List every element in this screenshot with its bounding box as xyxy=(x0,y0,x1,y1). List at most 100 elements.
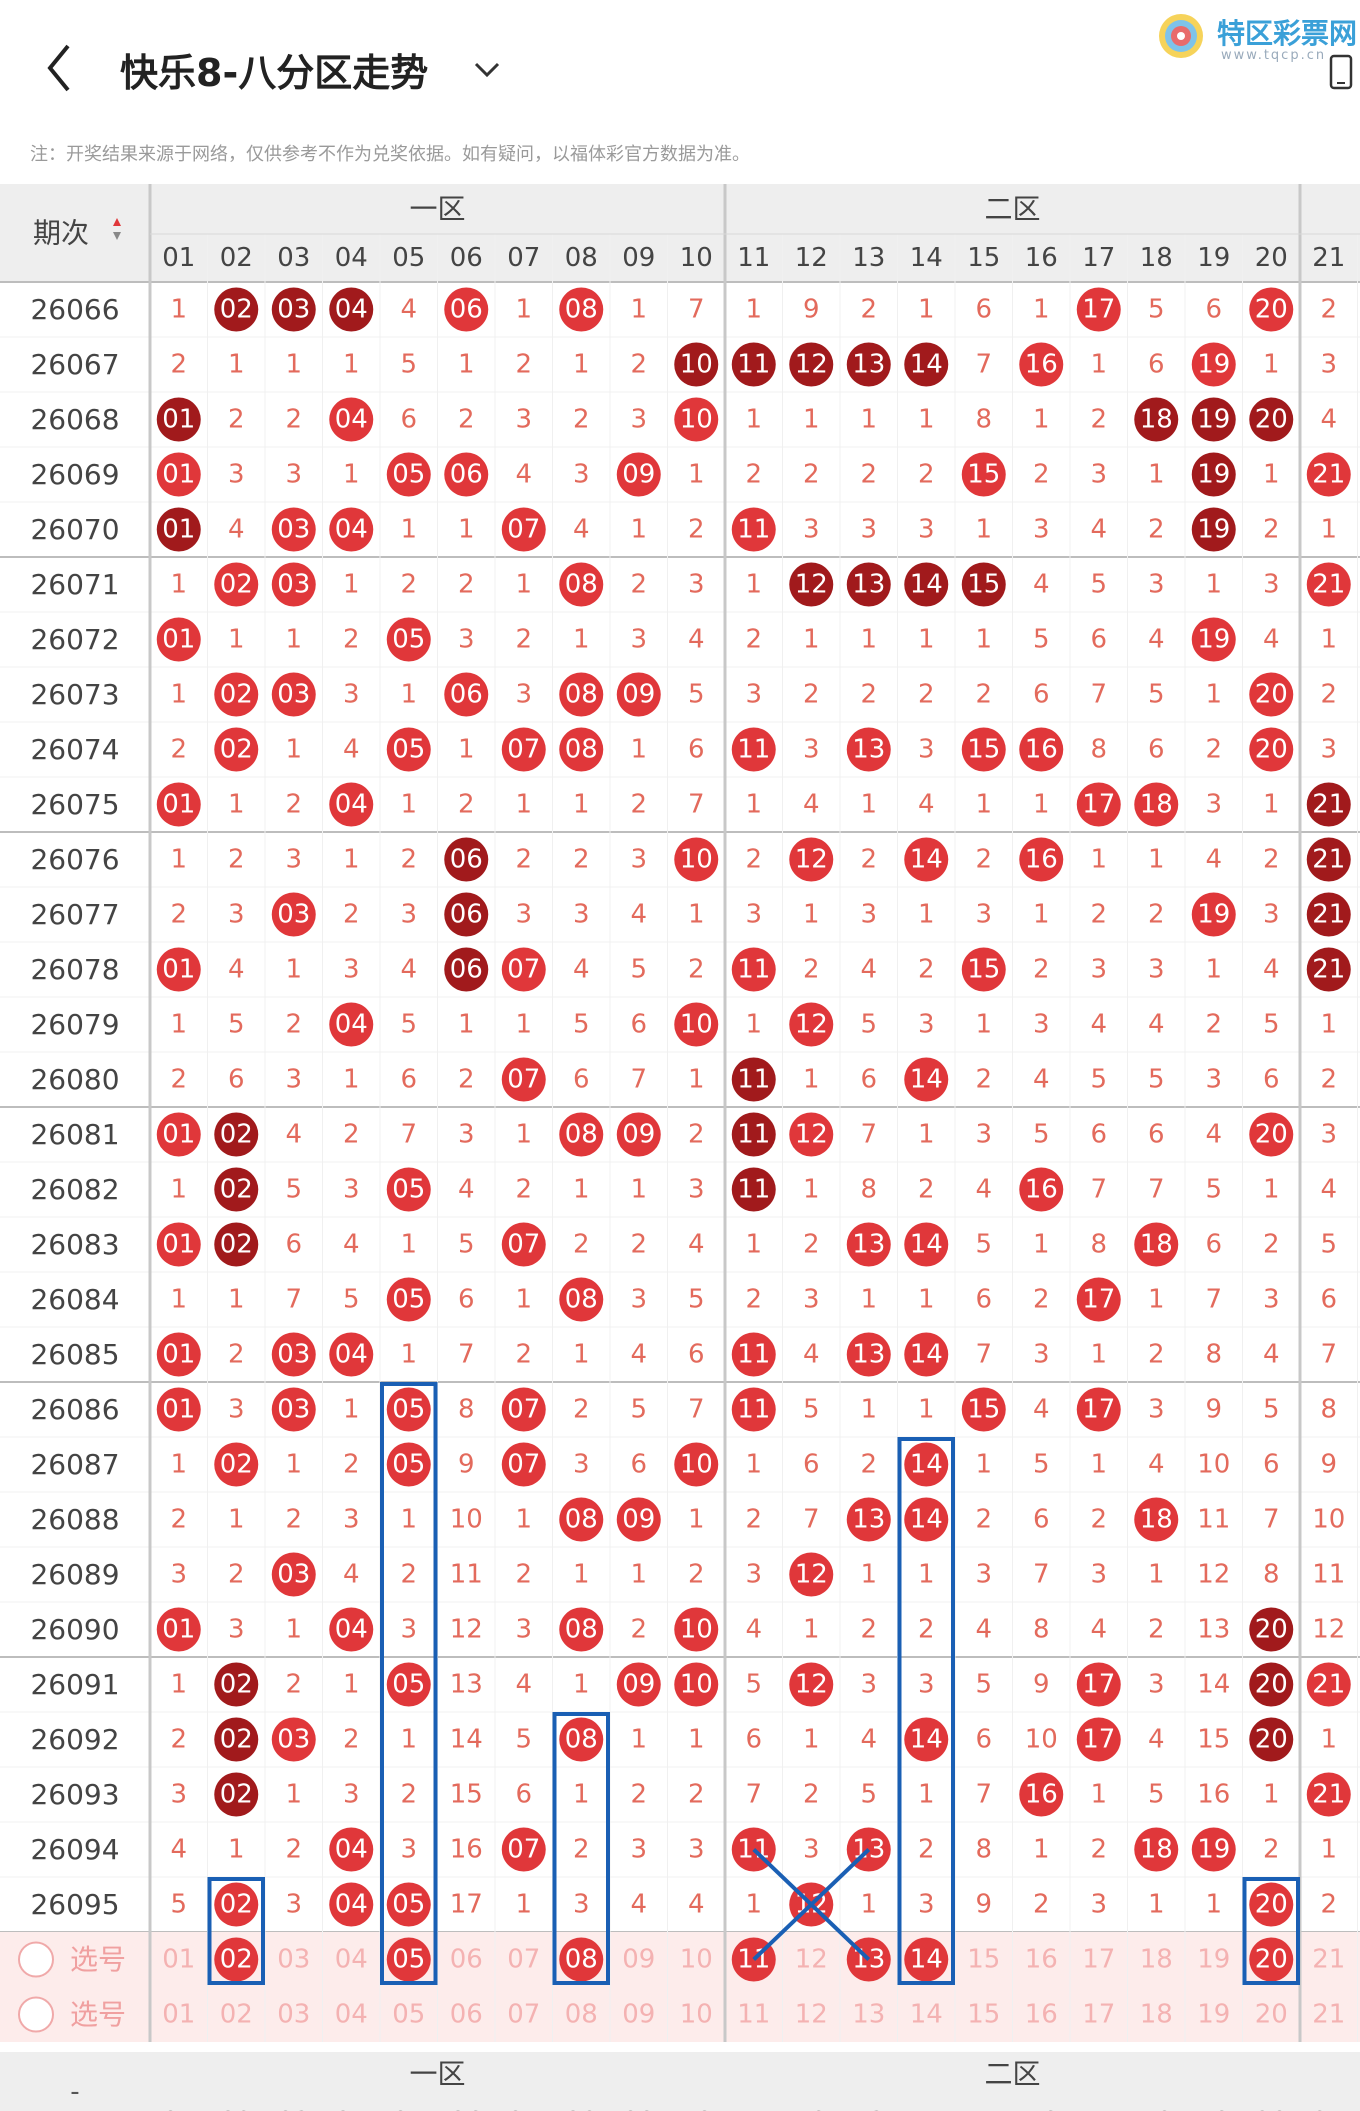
select-row-label[interactable]: 选号 xyxy=(70,1943,126,1976)
number-ball xyxy=(214,1717,259,1762)
omission-count: 8 xyxy=(1033,1615,1050,1645)
annotation-box xyxy=(207,1877,265,1985)
select-number[interactable]: 08 xyxy=(565,1945,598,1975)
select-number[interactable]: 21 xyxy=(1312,2000,1345,2030)
omission-count: 2 xyxy=(630,570,647,600)
ball-number: 01 xyxy=(162,1120,195,1150)
radio-circle-icon[interactable] xyxy=(18,1941,54,1978)
select-number[interactable]: 15 xyxy=(967,2000,1000,2030)
select-number[interactable]: 15 xyxy=(967,1945,1000,1975)
chevron-down-icon[interactable] xyxy=(470,52,504,86)
select-number[interactable]: 19 xyxy=(1197,2000,1230,2030)
omission-count: 3 xyxy=(630,1285,647,1315)
select-number[interactable]: 18 xyxy=(1140,2000,1173,2030)
selected-ball[interactable] xyxy=(559,1937,604,1982)
select-number[interactable]: 06 xyxy=(450,1945,483,1975)
select-number[interactable]: 21 xyxy=(1312,1945,1345,1975)
ball-number: 15 xyxy=(967,570,1000,600)
select-number[interactable]: 10 xyxy=(680,1945,713,1975)
select-number[interactable]: 02 xyxy=(220,1945,253,1975)
device-icon[interactable] xyxy=(1325,52,1357,92)
ball-number: 05 xyxy=(392,1175,425,1205)
sort-down-arrow[interactable] xyxy=(113,232,121,240)
omission-count: 2 xyxy=(630,1230,647,1260)
select-number[interactable]: 06 xyxy=(450,2000,483,2030)
select-number[interactable]: 13 xyxy=(852,2000,885,2030)
period-cell: 26076 xyxy=(30,843,119,876)
radio-circle-icon[interactable] xyxy=(18,1996,54,2033)
back-arrow-icon[interactable] xyxy=(40,38,80,98)
selected-ball[interactable] xyxy=(214,1937,259,1982)
omission-count: 4 xyxy=(1263,625,1280,655)
ball-number: 08 xyxy=(565,680,598,710)
select-number[interactable]: 02 xyxy=(220,2000,253,2030)
ball-number: 20 xyxy=(1255,680,1288,710)
select-number[interactable]: 07 xyxy=(507,1945,540,1975)
select-number[interactable]: 18 xyxy=(1140,1945,1173,1975)
omission-count: 2 xyxy=(630,1780,647,1810)
column-header: 10 xyxy=(680,243,713,273)
omission-count: 1 xyxy=(1148,1890,1165,1920)
select-number[interactable]: 17 xyxy=(1082,2000,1115,2030)
page-title[interactable]: 快乐8-八分区走势 xyxy=(120,51,429,95)
select-number[interactable]: 09 xyxy=(622,1945,655,1975)
ball-number: 13 xyxy=(852,350,885,380)
omission-count: 1 xyxy=(630,1560,647,1590)
select-number[interactable]: 08 xyxy=(565,2000,598,2030)
select-number[interactable]: 20 xyxy=(1255,2000,1288,2030)
number-ball xyxy=(1249,1882,1294,1927)
omission-count: 4 xyxy=(1090,1010,1107,1040)
select-number[interactable]: 19 xyxy=(1197,1945,1230,1975)
omission-count: 4 xyxy=(343,1230,360,1260)
select-number[interactable]: 01 xyxy=(162,2000,195,2030)
select-number[interactable]: 01 xyxy=(162,1945,195,1975)
sort-up-arrow[interactable] xyxy=(113,218,121,226)
omission-count: 1 xyxy=(458,1010,475,1040)
column-header: 15 xyxy=(967,243,1000,273)
sort-arrows-icon[interactable] xyxy=(113,218,121,240)
ball-number: 15 xyxy=(967,460,1000,490)
omission-count: 1 xyxy=(860,625,877,655)
omission-count: 1 xyxy=(1205,1890,1222,1920)
selected-ball[interactable] xyxy=(1249,1937,1294,1982)
omission-count: 4 xyxy=(400,295,417,325)
select-number[interactable]: 16 xyxy=(1025,2000,1058,2030)
number-ball xyxy=(329,1002,374,1047)
ball-number: 08 xyxy=(565,1120,598,1150)
select-number[interactable]: 09 xyxy=(622,2000,655,2030)
select-number[interactable]: 16 xyxy=(1025,1945,1058,1975)
select-number[interactable]: 10 xyxy=(680,2000,713,2030)
omission-count: 2 xyxy=(745,460,762,490)
select-number[interactable]: 12 xyxy=(795,1945,828,1975)
number-ball xyxy=(846,727,891,772)
period-header[interactable]: 期次 xyxy=(33,217,89,250)
number-ball xyxy=(1191,617,1236,662)
select-number[interactable]: 03 xyxy=(277,1945,310,1975)
select-number[interactable]: 03 xyxy=(277,2000,310,2030)
ball-number: 07 xyxy=(507,515,540,545)
omission-count: 3 xyxy=(860,1670,877,1700)
select-number[interactable]: 11 xyxy=(737,2000,770,2030)
select-number[interactable]: 05 xyxy=(392,1945,425,1975)
ball-number: 14 xyxy=(910,350,943,380)
select-number[interactable]: 14 xyxy=(910,2000,943,2030)
select-number[interactable]: 07 xyxy=(507,2000,540,2030)
selected-ball[interactable] xyxy=(386,1937,431,1982)
omission-count: 4 xyxy=(1148,625,1165,655)
number-ball xyxy=(214,1112,259,1157)
select-number[interactable]: 05 xyxy=(392,2000,425,2030)
omission-count: 4 xyxy=(630,1890,647,1920)
select-number[interactable]: 17 xyxy=(1082,1945,1115,1975)
annotation-box xyxy=(1242,1877,1300,1985)
select-number[interactable]: 04 xyxy=(335,2000,368,2030)
number-ball xyxy=(961,452,1006,497)
footer-column-header: 17 xyxy=(1082,2107,1115,2111)
select-row-label[interactable]: 选号 xyxy=(70,1998,126,2031)
select-number[interactable]: 20 xyxy=(1255,1945,1288,1975)
omission-count: 1 xyxy=(170,680,187,710)
select-number[interactable]: 12 xyxy=(795,2000,828,2030)
selected-ball[interactable] xyxy=(904,1937,949,1982)
omission-count: 1 xyxy=(975,515,992,545)
select-number[interactable]: 04 xyxy=(335,1945,368,1975)
select-number[interactable]: 14 xyxy=(910,1945,943,1975)
